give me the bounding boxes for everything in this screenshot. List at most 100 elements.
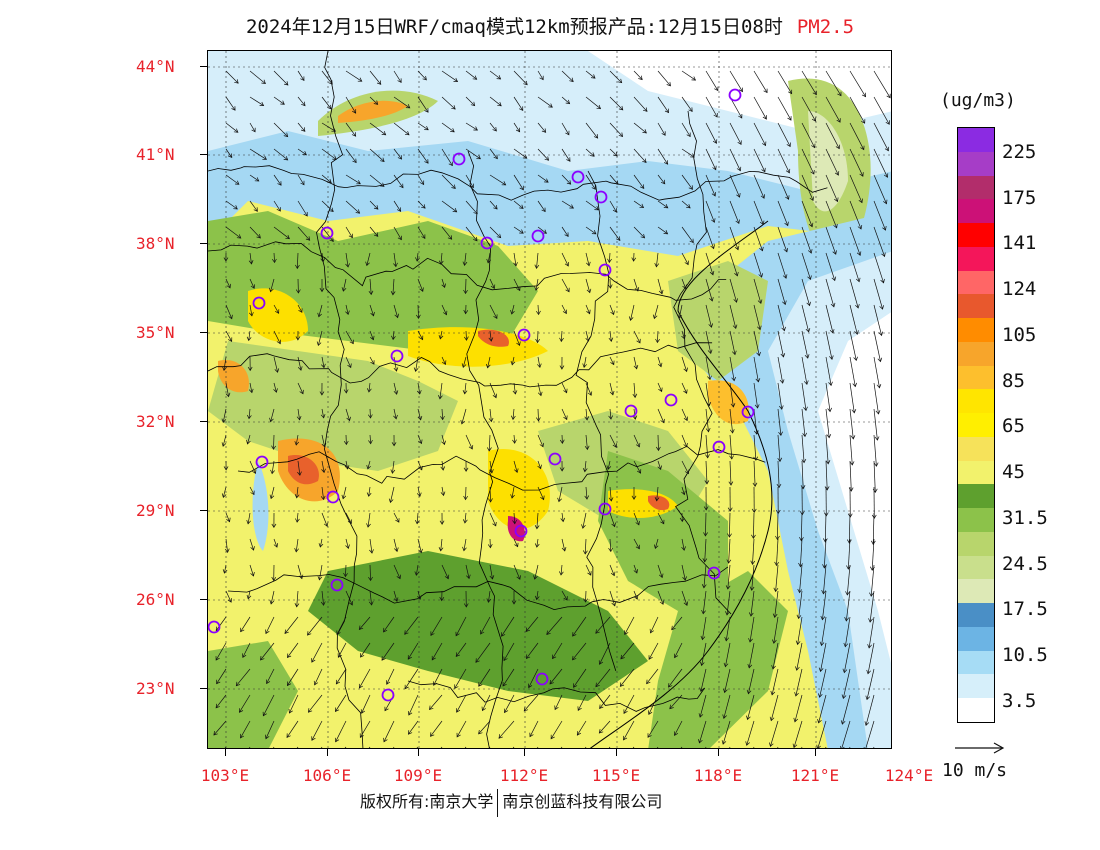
wind-arrow — [657, 460, 662, 470]
wind-arrow — [273, 252, 275, 263]
wind-arrow-head — [379, 182, 385, 187]
wind-arrow-head — [512, 519, 517, 525]
color-swatch — [958, 650, 994, 675]
wind-arrow-head — [711, 191, 717, 197]
wind-arrow — [705, 434, 709, 458]
wind-arrow — [705, 226, 715, 249]
wind-arrow-head — [296, 415, 302, 421]
wind-arrow — [849, 304, 858, 335]
wind-arrow — [465, 226, 478, 242]
wind-arrow — [849, 434, 853, 466]
wind-arrow-head — [734, 272, 739, 277]
wind-arrow — [270, 486, 275, 499]
wind-arrow-head — [493, 205, 498, 210]
wind-arrow-head — [732, 350, 737, 356]
wind-arrow — [798, 590, 803, 619]
wind-arrow-head — [393, 367, 399, 372]
wind-arrow — [750, 590, 755, 617]
wind-arrow — [286, 720, 299, 738]
wind-arrow — [609, 564, 615, 576]
wind-arrow-head — [440, 466, 446, 471]
wind-arrow — [239, 694, 251, 713]
lat-tick — [200, 421, 207, 422]
wind-arrow — [369, 174, 385, 187]
wind-arrow-head — [450, 128, 455, 133]
wind-arrow — [849, 278, 859, 309]
wind-arrow-head — [298, 308, 303, 313]
wind-arrow — [701, 642, 707, 666]
wind-arrow — [620, 668, 635, 687]
wind-arrow-head — [648, 710, 653, 716]
wind-arrow-head — [690, 153, 695, 158]
wind-arrow-head — [587, 571, 592, 576]
wind-arrow-head — [405, 104, 411, 109]
wind-arrow-head — [356, 180, 361, 185]
wind-arrow-head — [439, 520, 445, 525]
wind-arrow — [393, 564, 401, 579]
wind-arrow-head — [803, 406, 808, 412]
wind-arrow — [609, 486, 612, 502]
wind-arrow-head — [351, 132, 357, 137]
wind-arrow-head — [710, 244, 715, 250]
wind-arrow-head — [416, 492, 422, 497]
wind-arrow — [430, 616, 443, 636]
wind-arrow — [825, 460, 828, 490]
wind-arrow — [753, 512, 755, 539]
province-boundary — [227, 566, 729, 611]
wind-arrow-head — [256, 234, 261, 239]
wind-arrow — [674, 642, 683, 658]
wind-arrow — [654, 538, 659, 549]
wind-arrow-head — [773, 587, 779, 593]
wind-arrow-head — [370, 311, 375, 317]
wind-arrow — [657, 564, 663, 578]
lon-label-118: 118°E — [693, 766, 743, 785]
wind-arrow-head — [515, 127, 521, 133]
color-swatch — [958, 175, 994, 200]
wind-arrow-head — [288, 708, 293, 714]
wind-arrow — [728, 538, 731, 564]
wind-arrow — [825, 434, 829, 464]
wind-arrow — [561, 512, 564, 522]
wind-arrow — [849, 148, 864, 177]
wind-arrow-head — [660, 519, 665, 525]
wind-arrow — [489, 382, 497, 398]
wind-arrow — [417, 330, 424, 340]
wind-arrow-head — [271, 445, 276, 450]
wind-arrow — [503, 642, 515, 661]
color-swatch — [958, 460, 994, 485]
wind-arrow-head — [548, 103, 553, 108]
wind-arrow-head — [320, 413, 326, 419]
wind-arrow — [513, 96, 524, 111]
wind-arrow-head — [635, 544, 640, 550]
wind-arrow-head — [390, 469, 396, 474]
wind-arrow-head — [759, 220, 765, 226]
wind-arrow-head — [869, 592, 874, 597]
wind-arrow — [633, 564, 638, 574]
wind-arrow-head — [502, 681, 507, 687]
color-swatch — [958, 389, 994, 413]
wind-arrow-head — [380, 157, 385, 162]
wind-arrow-head — [682, 284, 687, 290]
wind-arrow-head — [393, 597, 399, 602]
wind-arrow-head — [884, 146, 890, 152]
wind-arrow-head — [437, 394, 443, 400]
lon-label-103: 103°E — [200, 766, 250, 785]
wind-arrow — [225, 278, 231, 289]
wind-arrow-head — [516, 341, 521, 347]
wind-arrow-head — [709, 270, 715, 276]
wind-arrow-head — [295, 264, 300, 270]
wind-arrow-head — [424, 108, 429, 113]
wind-arrow — [225, 382, 229, 397]
wind-arrow-head — [421, 234, 426, 239]
copyright-right: 南京创蓝科技有限公司 — [502, 792, 663, 811]
wind-arrow — [657, 200, 668, 209]
monitoring-station-marker — [531, 229, 545, 243]
wind-arrow — [729, 460, 732, 486]
wind-arrow-head — [246, 414, 252, 420]
monitoring-station-marker — [326, 490, 340, 504]
wind-arrow-head — [834, 197, 839, 203]
wind-arrow — [609, 304, 615, 315]
wind-arrow-head — [698, 739, 703, 744]
wind-arrow-head — [466, 574, 471, 580]
wind-arrow — [842, 668, 851, 699]
